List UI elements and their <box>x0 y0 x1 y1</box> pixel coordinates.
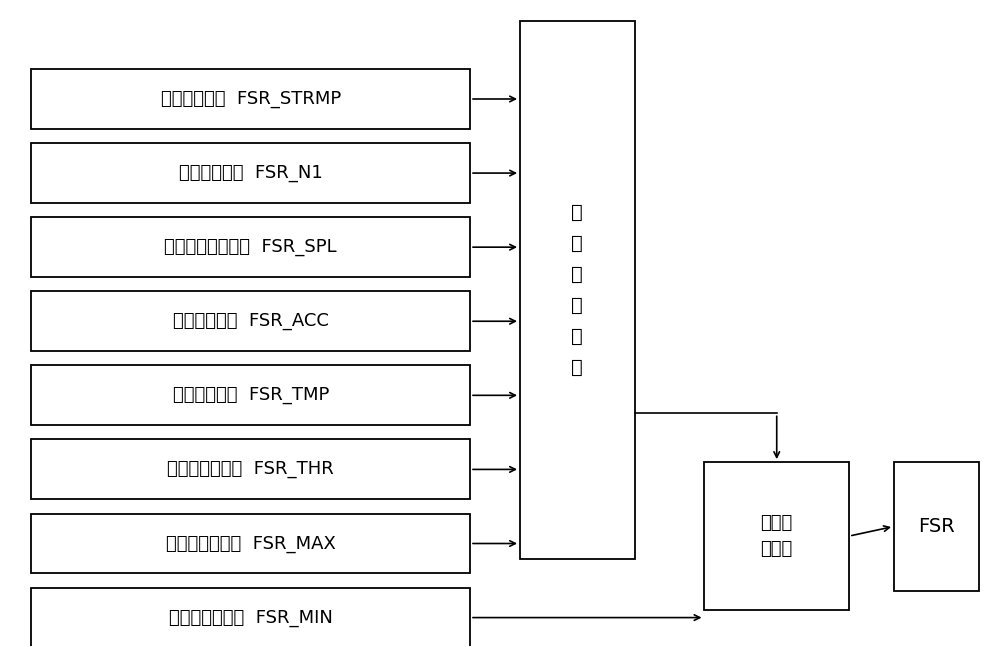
Bar <box>31 514 470 573</box>
Text: 温度控制环节  FSR_TMP: 温度控制环节 FSR_TMP <box>173 386 329 404</box>
Text: 加速控制环节  FSR_ACC: 加速控制环节 FSR_ACC <box>173 313 329 330</box>
Bar <box>31 587 470 647</box>
Text: FSR: FSR <box>918 517 955 536</box>
Bar <box>31 143 470 203</box>
Bar <box>31 291 470 351</box>
Bar <box>31 69 470 129</box>
Bar <box>704 462 849 610</box>
Text: 转速负荷控制环节  FSR_SPL: 转速负荷控制环节 FSR_SPL <box>164 238 337 256</box>
Bar <box>31 439 470 499</box>
Text: 最大値限制环节  FSR_MAX: 最大値限制环节 FSR_MAX <box>166 534 336 553</box>
Bar <box>31 366 470 425</box>
Bar <box>31 217 470 277</box>
Text: 最
小
値
选
择
器: 最 小 値 选 择 器 <box>571 203 583 377</box>
Text: 最大値
选择器: 最大値 选择器 <box>761 514 793 558</box>
Bar <box>520 21 635 558</box>
Bar <box>894 462 979 591</box>
Text: 转速控制环节  FSR_N1: 转速控制环节 FSR_N1 <box>179 164 323 182</box>
Text: 起动控制环节  FSR_STRMP: 起动控制环节 FSR_STRMP <box>161 90 341 108</box>
Text: 用负荷控制环节  FSR_THR: 用负荷控制环节 FSR_THR <box>167 461 334 478</box>
Text: 最小値限制环节  FSR_MIN: 最小値限制环节 FSR_MIN <box>169 609 333 626</box>
